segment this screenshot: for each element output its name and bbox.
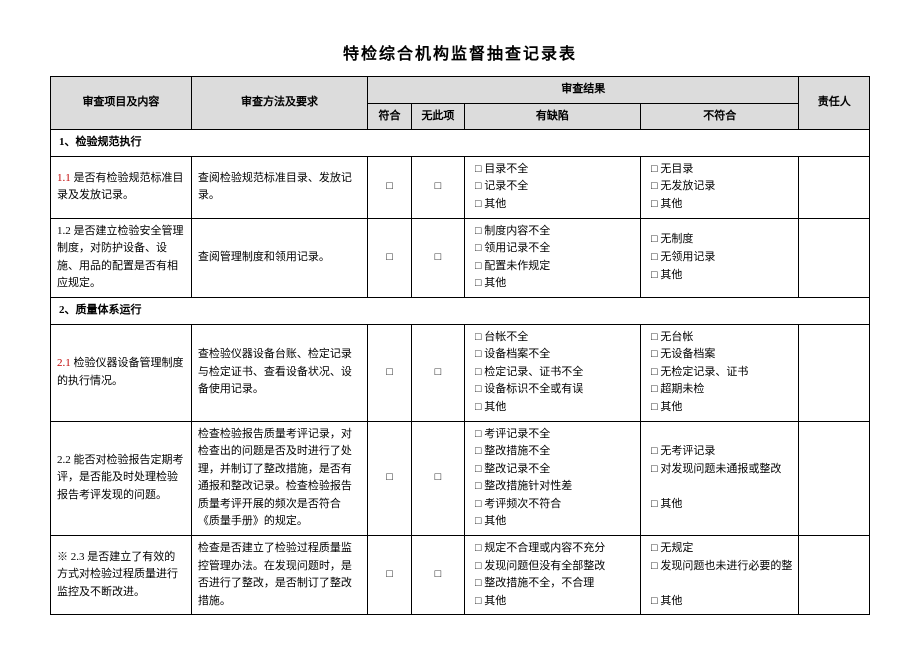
option-line: □ 台帐不全 (475, 329, 634, 347)
resp-cell (799, 218, 870, 297)
option-line: □ 超期未检 (651, 381, 793, 399)
option-line: □ 无领用记录 (651, 249, 793, 267)
method-cell: 检查检验报告质量考评记录，对检查出的问题是否及时进行了处理，并制订了整改措施，是… (191, 421, 367, 536)
defect-cell[interactable]: □ 台帐不全□ 设备档案不全□ 检定记录、证书不全□ 设备标识不全或有误□ 其他 (464, 324, 640, 421)
option-line: □ 其他 (475, 593, 634, 611)
resp-cell (799, 156, 870, 218)
option-line (651, 478, 793, 496)
th-fail: 不符合 (640, 103, 799, 130)
option-line: □ 发现问题也未进行必要的整改 (651, 558, 793, 576)
defect-cell[interactable]: □ 目录不全□ 记录不全□ 其他 (464, 156, 640, 218)
none-checkbox[interactable]: □ (412, 324, 465, 421)
option-line: □ 检定记录、证书不全 (475, 364, 634, 382)
option-line: □ 其他 (651, 496, 793, 514)
fit-checkbox[interactable]: □ (368, 536, 412, 615)
fit-checkbox[interactable]: □ (368, 324, 412, 421)
item-cell: 2.2 能否对检验报告定期考评，是否能及时处理检验报告考评发现的问题。 (51, 421, 192, 536)
option-line: □ 规定不合理或内容不充分 (475, 540, 634, 558)
item-cell: ※ 2.3 是否建立了有效的方式对检验过程质量进行监控及不断改进。 (51, 536, 192, 615)
resp-cell (799, 421, 870, 536)
option-line: □ 整改措施针对性差 (475, 478, 634, 496)
th-none: 无此项 (412, 103, 465, 130)
page-title: 特检综合机构监督抽查记录表 (50, 40, 870, 64)
fail-cell[interactable]: □ 无台帐□ 无设备档案□ 无检定记录、证书□ 超期未检□ 其他 (640, 324, 799, 421)
option-line: □ 无制度 (651, 231, 793, 249)
fail-cell[interactable]: □ 无规定□ 发现问题也未进行必要的整改 □ 其他 (640, 536, 799, 615)
option-line: □ 整改措施不全，不合理 (475, 575, 634, 593)
option-line (651, 575, 793, 593)
resp-cell (799, 324, 870, 421)
method-cell: 查阅检验规范标准目录、发放记录。 (191, 156, 367, 218)
option-line: □ 无考评记录 (651, 443, 793, 461)
none-checkbox[interactable]: □ (412, 218, 465, 297)
th-fit: 符合 (368, 103, 412, 130)
th-result: 审查结果 (368, 77, 799, 104)
option-line: □ 无检定记录、证书 (651, 364, 793, 382)
option-line: □ 考评频次不符合 (475, 496, 634, 514)
th-defect: 有缺陷 (464, 103, 640, 130)
option-line: □ 其他 (651, 196, 793, 214)
th-item: 审查项目及内容 (51, 77, 192, 130)
fail-cell[interactable]: □ 无目录□ 无发放记录□ 其他 (640, 156, 799, 218)
fit-checkbox[interactable]: □ (368, 218, 412, 297)
option-line: □ 其他 (651, 399, 793, 417)
fit-checkbox[interactable]: □ (368, 156, 412, 218)
option-line: □ 无规定 (651, 540, 793, 558)
option-line: □ 其他 (475, 399, 634, 417)
fail-cell[interactable]: □ 无考评记录□ 对发现问题未通报或整改 □ 其他 (640, 421, 799, 536)
inspection-table: 审查项目及内容 审查方法及要求 审查结果 责任人 符合 无此项 有缺陷 不符合 … (50, 76, 870, 615)
option-line: □ 制度内容不全 (475, 223, 634, 241)
option-line: □ 其他 (651, 267, 793, 285)
section-heading: 1、检验规范执行 (51, 130, 870, 157)
option-line: □ 整改记录不全 (475, 461, 634, 479)
option-line: □ 对发现问题未通报或整改 (651, 461, 793, 479)
option-line: □ 其他 (475, 513, 634, 531)
resp-cell (799, 536, 870, 615)
defect-cell[interactable]: □ 考评记录不全□ 整改措施不全□ 整改记录不全□ 整改措施针对性差□ 考评频次… (464, 421, 640, 536)
option-line: □ 记录不全 (475, 178, 634, 196)
option-line: □ 其他 (475, 196, 634, 214)
method-cell: 查检验仪器设备台账、检定记录与检定证书、查看设备状况、设备使用记录。 (191, 324, 367, 421)
th-resp: 责任人 (799, 77, 870, 130)
item-cell: 2.1 检验仪器设备管理制度的执行情况。 (51, 324, 192, 421)
method-cell: 查阅管理制度和领用记录。 (191, 218, 367, 297)
defect-cell[interactable]: □ 规定不合理或内容不充分□ 发现问题但没有全部整改□ 整改措施不全，不合理□ … (464, 536, 640, 615)
section-heading: 2、质量体系运行 (51, 297, 870, 324)
defect-cell[interactable]: □ 制度内容不全□ 领用记录不全□ 配置未作规定□ 其他 (464, 218, 640, 297)
option-line: □ 考评记录不全 (475, 426, 634, 444)
option-line: □ 整改措施不全 (475, 443, 634, 461)
option-line: □ 领用记录不全 (475, 240, 634, 258)
option-line: □ 无发放记录 (651, 178, 793, 196)
item-cell: 1.2 是否建立检验安全管理制度，对防护设备、设施、用品的配置是否有相应规定。 (51, 218, 192, 297)
option-line: □ 无设备档案 (651, 346, 793, 364)
fit-checkbox[interactable]: □ (368, 421, 412, 536)
th-method: 审查方法及要求 (191, 77, 367, 130)
none-checkbox[interactable]: □ (412, 156, 465, 218)
option-line: □ 无目录 (651, 161, 793, 179)
option-line: □ 发现问题但没有全部整改 (475, 558, 634, 576)
none-checkbox[interactable]: □ (412, 421, 465, 536)
fail-cell[interactable]: □ 无制度□ 无领用记录□ 其他 (640, 218, 799, 297)
option-line: □ 配置未作规定 (475, 258, 634, 276)
option-line: □ 无台帐 (651, 329, 793, 347)
option-line: □ 设备标识不全或有误 (475, 381, 634, 399)
option-line: □ 设备档案不全 (475, 346, 634, 364)
option-line: □ 其他 (475, 275, 634, 293)
item-cell: 1.1 是否有检验规范标准目录及发放记录。 (51, 156, 192, 218)
none-checkbox[interactable]: □ (412, 536, 465, 615)
option-line: □ 其他 (651, 593, 793, 611)
method-cell: 检查是否建立了检验过程质量监控管理办法。在发现问题时，是否进行了整改，是否制订了… (191, 536, 367, 615)
option-line: □ 目录不全 (475, 161, 634, 179)
